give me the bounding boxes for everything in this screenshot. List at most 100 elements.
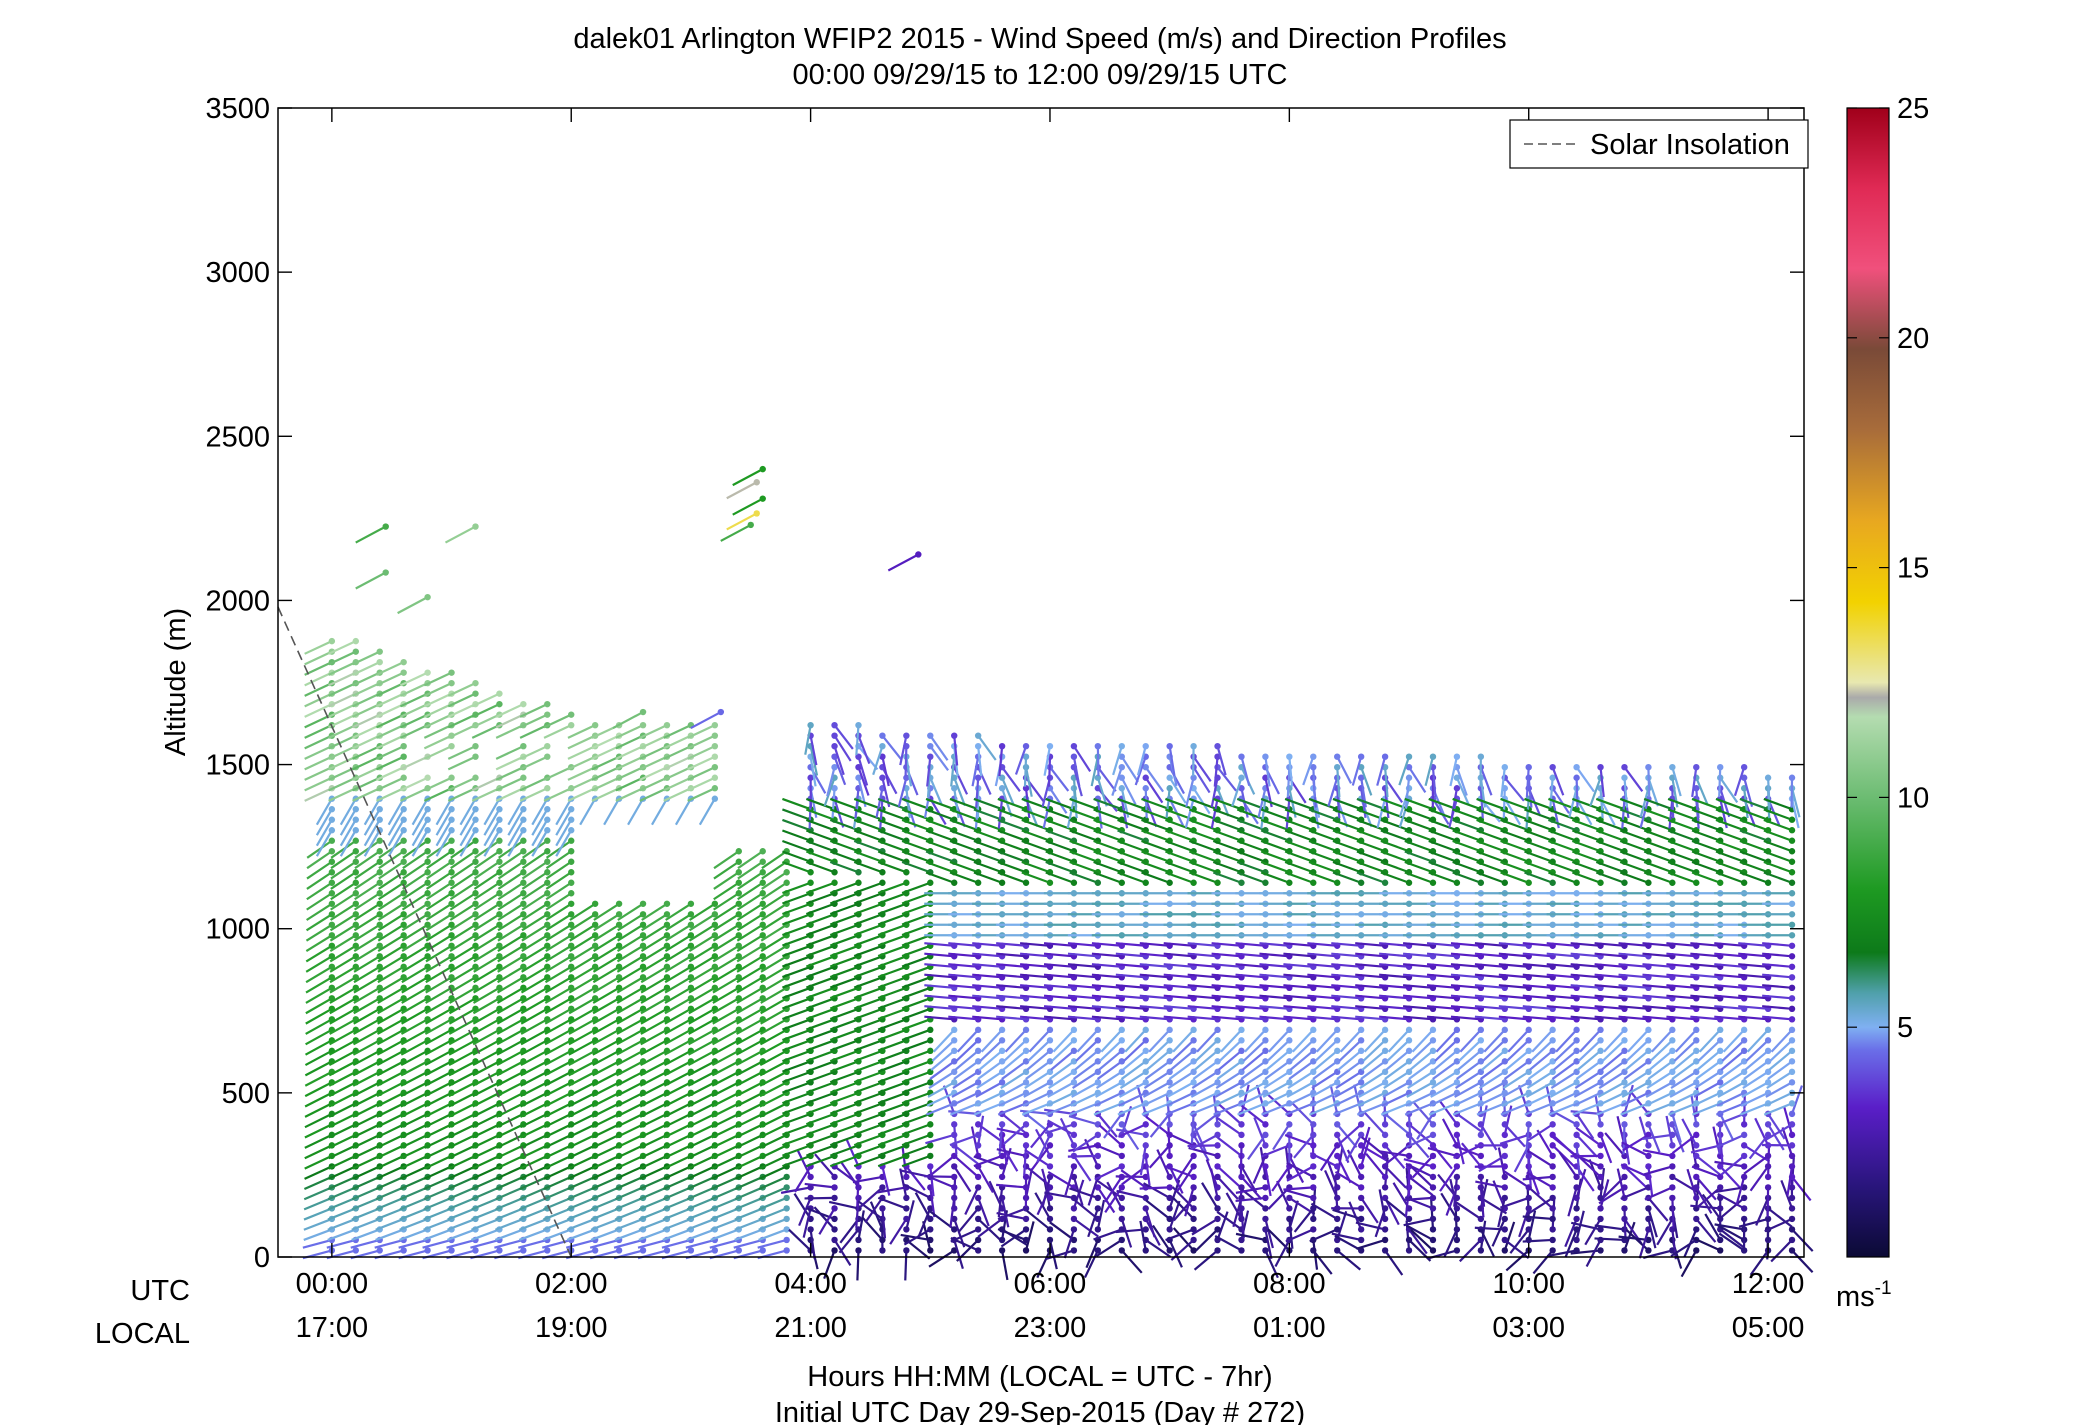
wind-barb	[615, 1123, 644, 1139]
chart-subtitle: 00:00 09/29/15 to 12:00 09/29/15 UTC	[793, 59, 1288, 91]
wind-barb-dot	[328, 942, 336, 949]
wind-barb	[399, 724, 429, 739]
wind-barb	[377, 965, 405, 984]
wind-barb	[543, 713, 572, 729]
wind-barb-dot	[328, 932, 336, 939]
wind-barb	[494, 1217, 524, 1231]
wind-barb	[1353, 1084, 1363, 1115]
wind-barb	[531, 829, 549, 857]
wind-barb	[496, 976, 524, 994]
wind-barb-dot	[1118, 763, 1125, 771]
wind-barb-dot	[1357, 879, 1365, 886]
wind-barb	[616, 944, 644, 963]
wind-barb-dot	[1262, 1247, 1269, 1254]
wind-barb	[614, 1217, 644, 1231]
wind-barb	[616, 1060, 644, 1077]
wind-barb-dot	[520, 890, 527, 897]
wind-barb	[363, 829, 381, 857]
wind-barb	[1139, 1145, 1147, 1176]
wind-barb-dot	[472, 806, 479, 813]
wind-barb	[615, 734, 644, 750]
wind-barb	[472, 1081, 500, 1098]
wind-barb-dot	[376, 837, 383, 844]
wind-barb	[306, 850, 333, 870]
wind-barb-dot	[1094, 1163, 1102, 1170]
wind-barb	[327, 1228, 357, 1241]
wind-barb	[569, 934, 596, 953]
wind-barb	[435, 798, 453, 826]
wind-barb	[329, 1018, 357, 1035]
wind-barb	[591, 1091, 620, 1108]
wind-barb	[376, 703, 405, 718]
wind-barb	[472, 997, 500, 1015]
wind-barb-dot	[1046, 1152, 1054, 1160]
wind-barb-dot	[998, 1047, 1006, 1055]
wind-barb-dot	[1238, 879, 1245, 886]
wind-barb	[1187, 1144, 1218, 1148]
wind-barb-dot	[376, 806, 383, 813]
wind-barb	[520, 965, 548, 984]
wind-barb	[305, 1028, 333, 1046]
wind-barb-dot	[1357, 753, 1365, 760]
wind-barb	[1528, 1049, 1554, 1071]
wind-barb	[942, 1085, 956, 1115]
wind-barb-dot	[400, 1247, 407, 1254]
wind-barb-dot	[424, 869, 431, 876]
wind-barb	[1504, 1239, 1530, 1260]
wind-barb-dot	[1357, 1026, 1365, 1034]
wind-barb	[401, 955, 429, 973]
wind-barb	[449, 871, 477, 890]
wind-barb	[1504, 1049, 1530, 1071]
wind-barb-dot	[400, 879, 407, 886]
wind-barb	[474, 850, 501, 870]
wind-barb	[496, 1028, 524, 1046]
wind-barb	[615, 1102, 644, 1118]
wind-barb-dot	[783, 1194, 790, 1202]
wind-barb	[879, 798, 884, 829]
wind-barb	[447, 1175, 476, 1191]
wind-barb-dot	[1070, 742, 1078, 750]
wind-barb	[425, 934, 453, 953]
wind-barb-dot	[1310, 1194, 1317, 1202]
wind-barb-dot	[1166, 1215, 1173, 1223]
wind-barb	[470, 1228, 500, 1241]
wind-barb	[304, 703, 333, 718]
wind-barb	[1525, 767, 1530, 798]
wind-barb-dot	[1166, 1226, 1173, 1233]
wind-barb	[568, 1039, 596, 1056]
wind-barb	[328, 682, 357, 697]
wind-barb-dot	[496, 806, 503, 813]
wind-barb	[304, 1049, 333, 1067]
wind-barb-dot	[1262, 1121, 1269, 1128]
wind-barb	[424, 1049, 453, 1067]
wind-barb-dot	[520, 848, 527, 855]
wind-barb	[447, 724, 476, 739]
wind-barb	[1289, 1049, 1314, 1071]
wind-barb-dot	[544, 1247, 551, 1254]
wind-barb	[471, 713, 500, 729]
wind-barb-dot	[520, 827, 527, 834]
wind-barb	[496, 986, 524, 1004]
wind-barb	[519, 1123, 548, 1139]
wind-barb	[329, 1007, 357, 1025]
wind-barb	[519, 755, 548, 771]
wind-barb-dot	[974, 1047, 982, 1055]
wind-barb-dot	[1094, 1131, 1102, 1139]
wind-barb-dot	[1405, 1037, 1413, 1044]
wind-barb	[521, 902, 548, 921]
wind-barb-dot	[1310, 1173, 1317, 1181]
wind-barb	[473, 976, 500, 994]
wind-barb-dot	[1357, 1163, 1365, 1170]
wind-barb-dot	[735, 858, 742, 865]
wind-barb-dot	[927, 879, 934, 886]
wind-barb	[1503, 1060, 1530, 1080]
wind-barb	[639, 1123, 668, 1139]
wind-barb-dot	[927, 1131, 934, 1139]
wind-barb	[377, 997, 405, 1015]
wind-barb	[929, 1060, 955, 1080]
wind-barb-dot	[1429, 1037, 1437, 1044]
wind-barb	[483, 829, 501, 857]
wind-barb-dot	[352, 890, 359, 897]
wind-barb-dot	[1525, 1058, 1532, 1065]
wind-barb	[423, 1154, 453, 1170]
